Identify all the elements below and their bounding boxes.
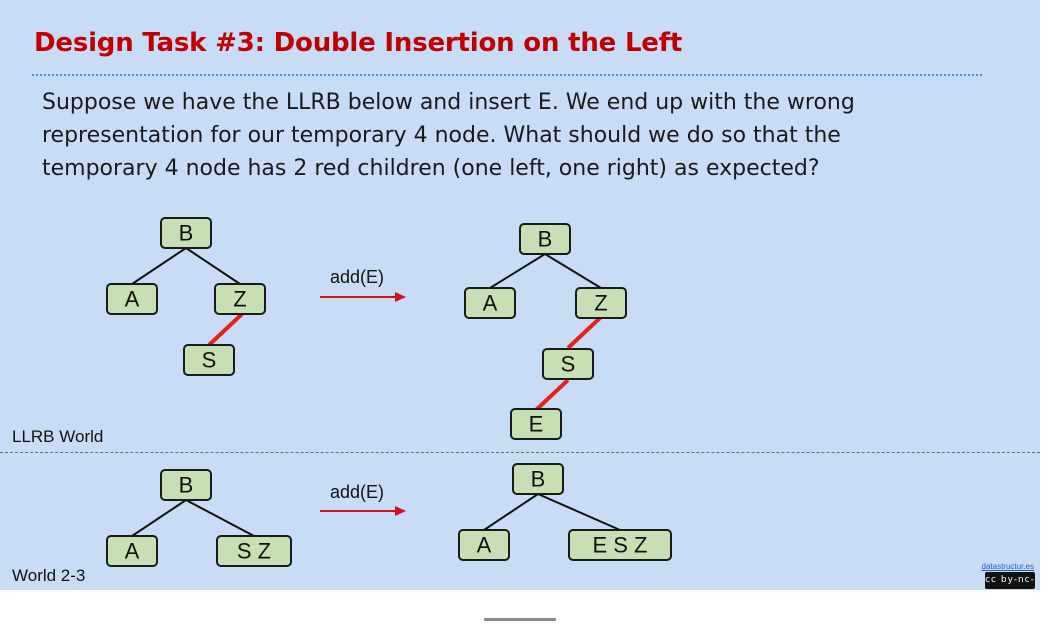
tree-link — [131, 499, 187, 537]
tree-node: A — [458, 529, 510, 561]
node-label: S — [202, 348, 217, 373]
tree-node: Z — [575, 287, 627, 319]
tree-node: S Z — [216, 535, 292, 567]
tree-node: B — [160, 469, 212, 501]
node-label: A — [477, 533, 492, 558]
cc-license-icon: cc by-nc-sa — [985, 572, 1035, 589]
tree-node: E S Z — [568, 529, 672, 561]
tree-link — [131, 247, 187, 285]
two-three-after-tree: B A E S Z — [458, 463, 672, 561]
tree-node: A — [464, 287, 516, 319]
red-link — [534, 378, 570, 412]
red-link — [566, 315, 603, 350]
node-label: B — [538, 227, 553, 252]
node-label: B — [531, 467, 546, 492]
node-label: S Z — [237, 539, 271, 564]
llrb-after-tree: B A Z S E — [464, 223, 627, 440]
tree-node: S — [542, 348, 594, 380]
node-label: S — [561, 352, 576, 377]
tree-node: E — [510, 408, 562, 440]
node-label: A — [483, 291, 498, 316]
llrb-world-label: LLRB World — [12, 427, 104, 446]
red-link — [207, 312, 244, 347]
llrb-before-tree: B A Z S — [106, 217, 266, 376]
two-three-add-arrow: add(E) — [320, 482, 406, 516]
node-label: A — [125, 539, 140, 564]
two-three-world-label: World 2-3 — [12, 566, 86, 585]
node-label: B — [179, 221, 194, 246]
tree-node: B — [519, 223, 571, 255]
slide-title: Design Task #3: Double Insertion on the … — [34, 28, 683, 58]
credit-link[interactable]: datastructur.es — [981, 562, 1034, 571]
node-label: E — [529, 412, 544, 437]
slide-body-text: Suppose we have the LLRB below and inser… — [42, 90, 855, 181]
tree-node: S — [183, 344, 235, 376]
tree-node: A — [106, 283, 158, 315]
tree-link — [483, 493, 539, 531]
operation-label: add(E) — [330, 482, 384, 502]
tree-link — [537, 493, 621, 531]
node-label: E S Z — [592, 533, 647, 558]
scroll-handle[interactable] — [484, 618, 556, 621]
slide: Design Task #3: Double Insertion on the … — [0, 0, 1040, 590]
tree-link — [185, 247, 241, 285]
llrb-add-arrow: add(E) — [320, 267, 406, 302]
operation-label: add(E) — [330, 267, 384, 287]
node-label: Z — [233, 287, 246, 312]
tree-node: B — [160, 217, 212, 249]
tree-node: Z — [214, 283, 266, 315]
node-label: B — [179, 473, 194, 498]
tree-node: B — [512, 463, 564, 495]
tree-node: A — [106, 535, 158, 567]
title-divider — [32, 74, 982, 76]
tree-link — [544, 253, 602, 289]
world-divider — [0, 452, 1040, 453]
tree-link — [489, 253, 546, 289]
node-label: Z — [594, 291, 607, 316]
tree-link — [185, 499, 255, 537]
two-three-before-tree: B A S Z — [106, 469, 292, 567]
node-label: A — [125, 287, 140, 312]
tree-diagram: B A Z S add(E) — [106, 217, 672, 567]
